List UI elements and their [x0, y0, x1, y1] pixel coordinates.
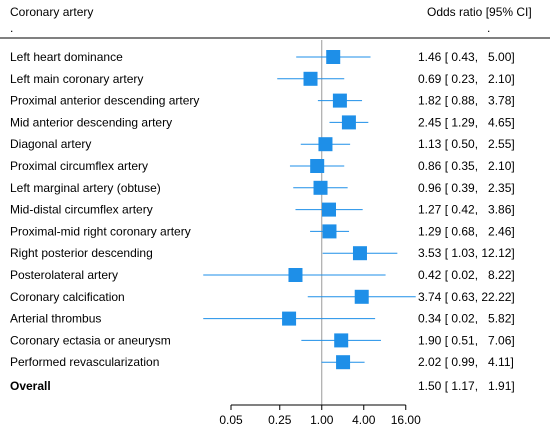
odds-ratio-marker	[334, 333, 349, 348]
forest-row: Coronary ectasia or aneurysm 1.90 [ 0.51,…	[10, 333, 515, 348]
row-value: 1.27 [ 0.42, 3.86]	[418, 203, 515, 217]
forest-row: Performed revascularization 2.02 [ 0.99, …	[10, 355, 514, 370]
forest-row: Right posterior descending 3.53 [ 1.03, 1…	[10, 246, 515, 261]
row-label: Left marginal artery (obtuse)	[10, 181, 161, 195]
row-value: 2.02 [ 0.99, 4.11]	[418, 355, 514, 369]
row-value: 1.13 [ 0.50, 2.55]	[418, 137, 515, 151]
forest-rows: Left heart dominance 1.46 [ 0.43, 5.00]Le…	[10, 50, 515, 370]
row-value: 1.90 [ 0.51, 7.06]	[418, 333, 515, 347]
odds-ratio-marker	[341, 115, 356, 130]
row-label: Arterial thrombus	[10, 312, 101, 326]
odds-ratio-marker	[318, 137, 333, 152]
row-value: 1.82 [ 0.88, 3.78]	[418, 94, 515, 108]
forest-row: Mid anterior descending artery 2.45 [ 1.2…	[10, 115, 515, 130]
row-value: 0.34 [ 0.02, 5.82]	[418, 312, 515, 326]
label-column-header: Coronary artery	[10, 5, 93, 19]
odds-ratio-marker	[322, 224, 337, 239]
row-label: Coronary ectasia or aneurysm	[10, 333, 171, 347]
row-value: 3.53 [ 1.03, 12.12]	[418, 246, 515, 260]
row-label: Posterolateral artery	[10, 268, 118, 282]
overall-label: Overall	[10, 379, 51, 393]
x-tick-label: 0.25	[268, 413, 292, 427]
forest-row: Diagonal artery 1.13 [ 0.50, 2.55]	[10, 137, 515, 152]
forest-row: Coronary calcification 3.74 [ 0.63, 22.22…	[10, 289, 515, 304]
x-tick-label: 16.00	[391, 413, 421, 427]
odds-ratio-marker	[288, 268, 303, 282]
overall-row: Overall 1.50 [ 1.17, 1.91]	[10, 379, 515, 393]
x-tick-label: 0.05	[219, 413, 243, 427]
row-label: Proximal anterior descending artery	[10, 94, 199, 108]
row-label: Coronary calcification	[10, 290, 125, 304]
row-label: Mid-distal circumflex artery	[10, 203, 153, 217]
row-value: 1.29 [ 0.68, 2.46]	[418, 224, 515, 238]
overall-value: 1.50 [ 1.17, 1.91]	[418, 379, 515, 393]
odds-ratio-marker	[332, 93, 347, 108]
odds-ratio-marker	[303, 71, 318, 86]
odds-ratio-marker	[282, 311, 297, 326]
row-value: 0.69 [ 0.23, 2.10]	[418, 72, 515, 86]
forest-row: Left main coronary artery 0.69 [ 0.23, 2.…	[10, 71, 515, 86]
row-value: 1.46 [ 0.43, 5.00]	[418, 50, 515, 64]
odds-ratio-marker	[310, 159, 325, 173]
odds-ratio-marker	[352, 246, 367, 261]
row-label: Proximal-mid right coronary artery	[10, 224, 191, 238]
row-label: Diagonal artery	[10, 137, 91, 151]
row-value: 0.42 [ 0.02, 8.22]	[418, 268, 515, 282]
odds-ratio-marker	[336, 355, 351, 370]
forest-row: Posterolateral artery 0.42 [ 0.02, 8.22]	[10, 268, 515, 282]
forest-row: Left heart dominance 1.46 [ 0.43, 5.00]	[10, 50, 515, 64]
row-value: 3.74 [ 0.63, 22.22]	[418, 290, 515, 304]
x-tick-label: 1.00	[310, 413, 334, 427]
forest-row: Proximal-mid right coronary artery 1.29 […	[10, 224, 515, 239]
row-label: Mid anterior descending artery	[10, 115, 172, 129]
row-label: Proximal circumflex artery	[10, 159, 148, 173]
header-dot-right: .	[487, 21, 490, 35]
row-label: Left main coronary artery	[10, 72, 143, 86]
x-axis: 0.05 0.25 1.00 4.00 16.00	[219, 404, 421, 427]
row-label: Performed revascularization	[10, 355, 159, 369]
forest-row: Proximal circumflex artery 0.86 [ 0.35, 2…	[10, 159, 515, 173]
x-tick-label: 4.00	[352, 413, 376, 427]
odds-ratio-marker	[354, 289, 369, 304]
header-dot-left: .	[10, 21, 13, 35]
forest-row: Mid-distal circumflex artery 1.27 [ 0.42,…	[10, 202, 515, 217]
odds-ratio-marker	[313, 180, 328, 195]
row-value: 2.45 [ 1.29, 4.65]	[418, 115, 515, 129]
forest-row: Left marginal artery (obtuse) 0.96 [ 0.39…	[10, 180, 515, 195]
odds-ratio-marker	[322, 202, 337, 217]
value-column-header: Odds ratio [95% CI]	[427, 5, 532, 19]
row-value: 0.96 [ 0.39, 2.35]	[418, 181, 515, 195]
row-label: Left heart dominance	[10, 50, 123, 64]
odds-ratio-marker	[326, 50, 341, 64]
forest-row: Proximal anterior descending artery 1.82 …	[10, 93, 515, 108]
row-value: 0.86 [ 0.35, 2.10]	[418, 159, 515, 173]
row-label: Right posterior descending	[10, 246, 153, 260]
forest-row: Arterial thrombus 0.34 [ 0.02, 5.82]	[10, 311, 515, 326]
